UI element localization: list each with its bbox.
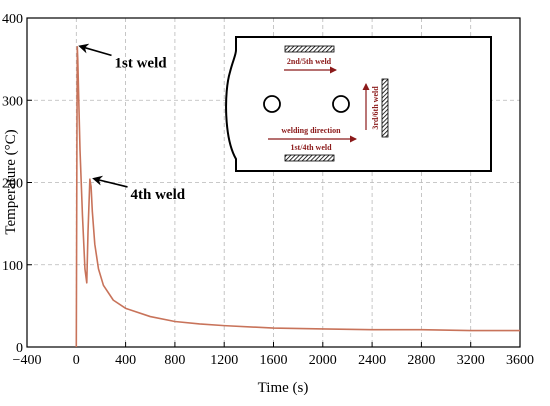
x-axis-title: Time (s) — [258, 380, 309, 396]
x-tick-label: 3200 — [457, 353, 485, 368]
inset-bolt-hole-left — [263, 95, 281, 113]
x-tick-label: −400 — [13, 353, 42, 368]
inset-weld-side — [381, 78, 389, 138]
x-tick-label: 3600 — [506, 353, 534, 368]
y-tick-label: 100 — [2, 259, 23, 274]
annotation-label-2: 4th weld — [131, 187, 186, 203]
y-tick-label: 200 — [2, 177, 23, 192]
x-tick-label: 0 — [73, 353, 80, 368]
inset-diagram: 2nd/5th weld welding direction 1st/4th w… — [225, 36, 492, 172]
x-tick-label: 1200 — [210, 353, 238, 368]
y-tick-label: 400 — [2, 12, 23, 27]
y-ticks: 0 100 200 300 400 — [2, 12, 32, 356]
x-tick-label: 2000 — [309, 353, 337, 368]
inset-weld-bottom — [284, 154, 335, 162]
series-line-path — [75, 45, 520, 348]
y-tick-label: 300 — [2, 94, 23, 109]
annotations: 1st weld 4th weld — [78, 43, 186, 203]
inset-label-top-weld: 2nd/5th weld — [287, 57, 332, 66]
x-tick-label: 2800 — [407, 353, 435, 368]
inset-label-bottom-weld: 1st/4th weld — [290, 143, 332, 152]
y-tick-label: 0 — [16, 341, 23, 356]
inset-bolt-hole-right — [332, 95, 350, 113]
x-ticks: −400 0 400 800 1200 1600 2000 2400 2800 3200 3600 — [13, 342, 534, 368]
inset-label-side-weld: 3rd/6th weld — [371, 86, 380, 130]
y-axis-title: Temperature (°C) — [3, 129, 19, 234]
inset-label-direction: welding direction — [281, 126, 341, 135]
inset-weld-top — [284, 45, 335, 53]
x-tick-label: 2400 — [358, 353, 386, 368]
annotation-label-1: 1st weld — [115, 55, 168, 71]
x-tick-label: 400 — [115, 353, 136, 368]
annotation-arrow-1 — [78, 43, 112, 57]
series-line — [75, 45, 520, 348]
annotation-arrow-2 — [92, 175, 128, 188]
x-tick-label: 1600 — [260, 353, 288, 368]
x-tick-label: 800 — [164, 353, 185, 368]
